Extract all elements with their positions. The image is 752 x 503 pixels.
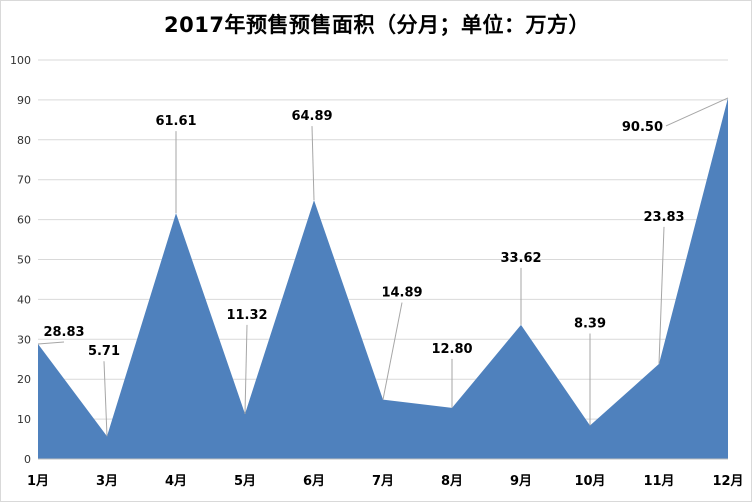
y-tick-label: 10 [17, 413, 31, 426]
x-tick-label: 4月 [165, 474, 187, 489]
data-label-leader [382, 302, 403, 400]
x-tick-label: 12月 [712, 474, 743, 489]
data-label-leader [311, 126, 315, 201]
x-tick-label: 8月 [441, 474, 463, 489]
area-series [38, 97, 728, 459]
data-label-leader [658, 226, 665, 364]
data-label: 8.39 [574, 317, 606, 332]
data-label-leader [103, 361, 108, 437]
x-tick-label: 11月 [643, 474, 674, 489]
data-label: 23.83 [643, 210, 684, 225]
y-tick-label: 20 [17, 373, 31, 386]
data-label-leader [37, 341, 65, 345]
y-tick-label: 60 [17, 214, 31, 227]
y-tick-label: 40 [17, 293, 31, 306]
y-tick-label: 70 [17, 174, 31, 187]
data-label: 33.62 [500, 251, 541, 266]
data-label: 90.50 [622, 120, 663, 135]
y-tick-label: 80 [17, 134, 31, 147]
x-tick-label: 6月 [303, 474, 325, 489]
x-tick-label: 3月 [96, 474, 118, 489]
data-label: 12.80 [431, 342, 472, 357]
x-tick-label: 10月 [574, 474, 605, 489]
y-tick-label: 0 [24, 453, 31, 466]
x-tick-label: 5月 [234, 474, 256, 489]
y-tick-label: 90 [17, 94, 31, 107]
y-tick-label: 50 [17, 254, 31, 267]
data-label: 64.89 [291, 109, 332, 124]
data-label: 28.83 [43, 325, 84, 340]
x-tick-label: 9月 [510, 474, 532, 489]
data-label: 61.61 [155, 114, 196, 129]
data-label: 14.89 [381, 286, 422, 301]
x-tick-label: 1月 [27, 474, 49, 489]
y-tick-label: 100 [10, 54, 31, 67]
data-label: 5.71 [88, 344, 120, 359]
data-label: 11.32 [226, 308, 267, 323]
x-tick-label: 7月 [372, 474, 394, 489]
y-tick-label: 30 [17, 333, 31, 346]
data-label-leader [244, 324, 248, 414]
chart-title: 2017年预售预售面积（分月；单位：万方） [164, 13, 590, 37]
data-label-leader [665, 97, 729, 127]
